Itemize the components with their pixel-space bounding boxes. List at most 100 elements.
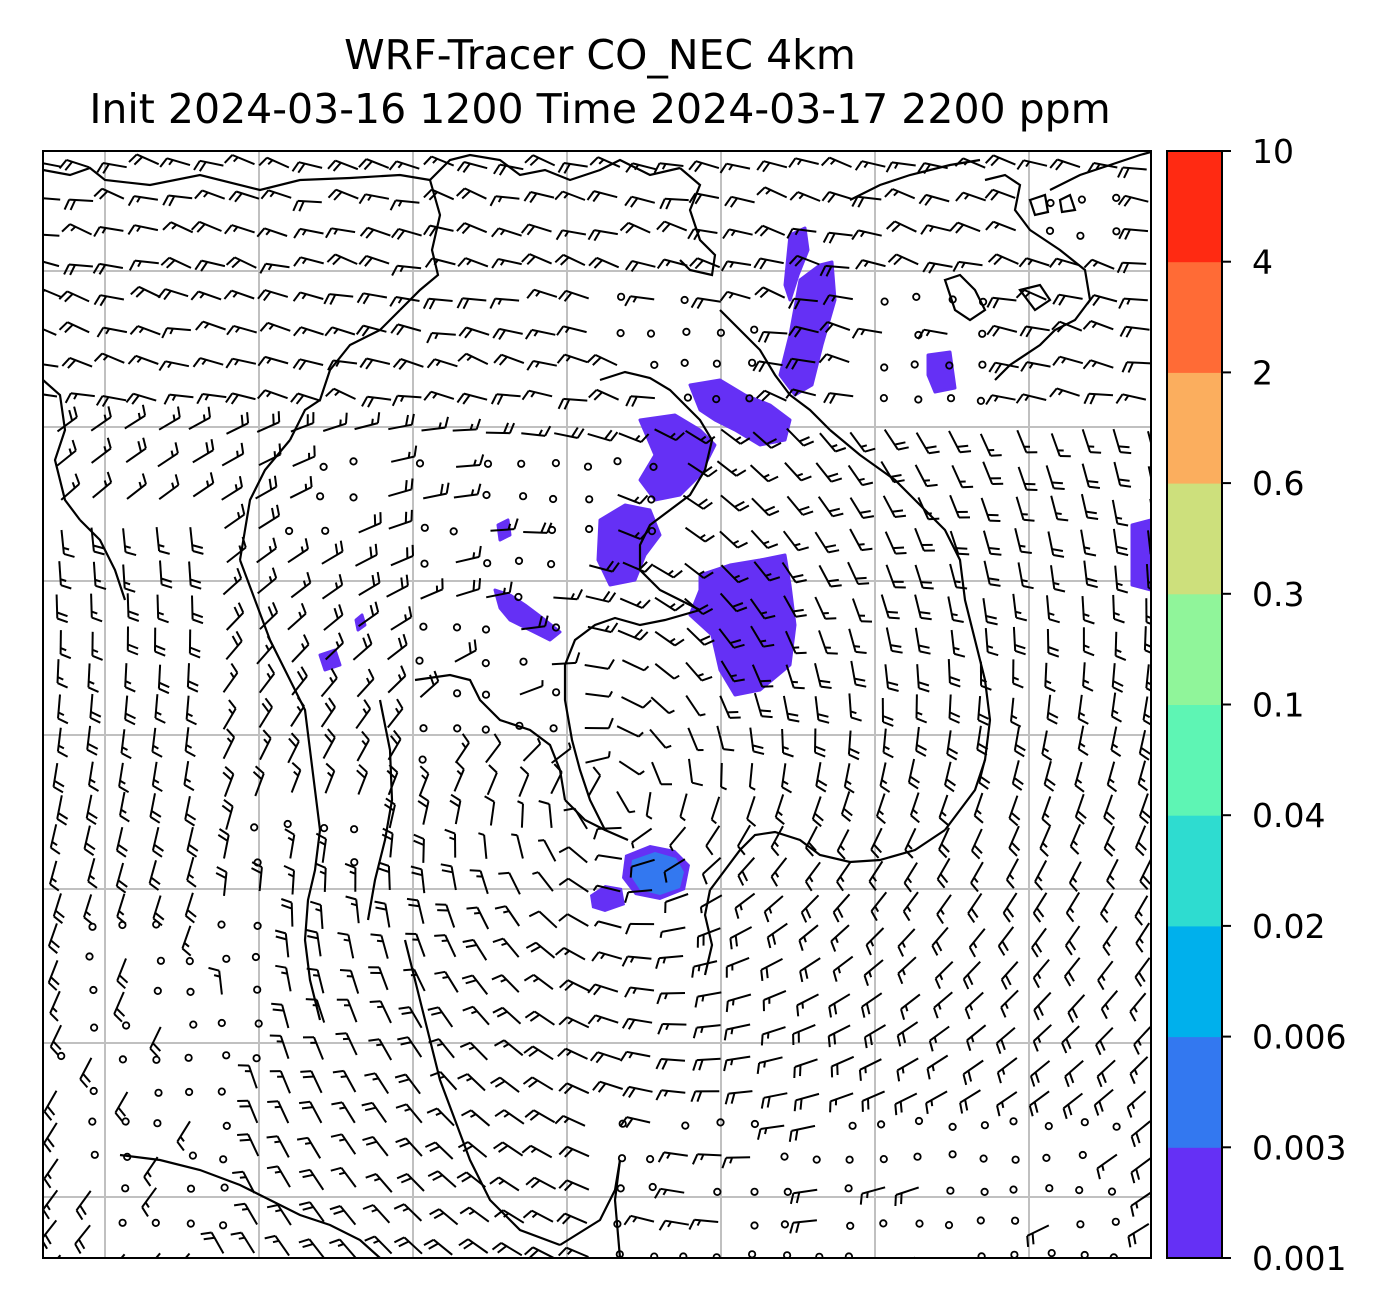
barb-shaft bbox=[753, 692, 763, 717]
barb-flag bbox=[964, 1008, 971, 1020]
barb-shaft bbox=[471, 974, 489, 996]
barb-flag bbox=[861, 547, 873, 552]
barb-flag bbox=[782, 746, 789, 750]
barb-shaft bbox=[891, 161, 916, 167]
calm-wind-circle bbox=[88, 922, 97, 931]
barb-flag bbox=[88, 680, 95, 685]
barb-shaft bbox=[444, 934, 457, 958]
wind-barb bbox=[719, 162, 751, 174]
calm-wind-circle bbox=[783, 1187, 792, 1197]
barb-shaft bbox=[223, 773, 235, 797]
barb-flag bbox=[68, 409, 74, 421]
barb-shaft bbox=[884, 664, 889, 689]
barb-flag bbox=[508, 422, 516, 434]
barb-flag bbox=[395, 707, 400, 714]
wind-barb bbox=[624, 195, 656, 208]
barb-flag bbox=[792, 608, 804, 613]
barb-flag bbox=[1117, 551, 1129, 557]
barb-flag bbox=[818, 353, 828, 364]
calm-wind-circle bbox=[118, 1218, 127, 1227]
barb-flag bbox=[1083, 679, 1090, 684]
barb-shaft bbox=[371, 1102, 388, 1123]
coastline-segment bbox=[43, 379, 81, 521]
barb-flag bbox=[186, 718, 197, 726]
barb-flag bbox=[954, 580, 961, 584]
barb-shaft bbox=[662, 1023, 687, 1026]
barb-shaft bbox=[535, 941, 556, 959]
calm-wind-circle bbox=[750, 325, 759, 334]
barb-flag bbox=[597, 1082, 607, 1093]
barb-shaft bbox=[598, 951, 623, 960]
barb-flag bbox=[1045, 777, 1056, 787]
barb-flag bbox=[788, 326, 797, 337]
barb-shaft bbox=[464, 187, 487, 200]
barb-flag bbox=[337, 1243, 345, 1247]
barb-shaft bbox=[1130, 1120, 1151, 1138]
barb-shaft bbox=[464, 222, 488, 234]
wind-barb bbox=[188, 561, 202, 590]
barb-shaft bbox=[1145, 564, 1150, 589]
barb-shaft bbox=[1134, 825, 1147, 849]
barb-flag bbox=[196, 393, 204, 405]
wind-barb bbox=[225, 392, 256, 405]
barb-shaft bbox=[453, 768, 465, 792]
wind-barb bbox=[799, 957, 821, 983]
barb-flag bbox=[871, 875, 878, 882]
barb-flag bbox=[822, 232, 830, 243]
barb-shaft bbox=[1059, 355, 1084, 365]
barb-flag bbox=[1029, 1075, 1036, 1087]
barb-shaft bbox=[340, 1167, 357, 1188]
barb-flag bbox=[908, 781, 919, 790]
barb-shaft bbox=[499, 1076, 520, 1093]
barb-flag bbox=[395, 1103, 407, 1109]
wind-barb bbox=[60, 529, 75, 558]
barb-shaft bbox=[858, 229, 882, 237]
barb-flag bbox=[298, 200, 305, 212]
barb-flag bbox=[919, 611, 931, 615]
barb-flag bbox=[272, 1008, 284, 1012]
barb-shaft bbox=[516, 834, 524, 859]
wind-barb bbox=[186, 856, 197, 888]
barb-shaft bbox=[992, 220, 1017, 232]
barb-flag bbox=[794, 390, 800, 397]
barb-shaft bbox=[134, 224, 159, 232]
barb-flag bbox=[1108, 874, 1115, 881]
barb-flag bbox=[884, 188, 894, 198]
barb-shaft bbox=[654, 428, 677, 441]
barb-flag bbox=[734, 907, 740, 919]
colorbar-tick-label: 0.02 bbox=[1252, 907, 1325, 946]
barb-flag bbox=[450, 793, 461, 802]
barb-flag bbox=[563, 292, 573, 302]
wind-barb bbox=[358, 601, 380, 628]
barb-shaft bbox=[284, 933, 290, 958]
barb-shaft bbox=[465, 1171, 487, 1188]
barb-flag bbox=[478, 832, 485, 836]
barb-flag bbox=[268, 545, 273, 553]
barb-flag bbox=[266, 358, 272, 364]
barb-flag bbox=[673, 674, 680, 680]
calm-wind-circle bbox=[89, 985, 98, 995]
wind-barb bbox=[684, 597, 714, 615]
barb-flag bbox=[1146, 681, 1151, 686]
barb-shaft bbox=[1033, 991, 1052, 1011]
barb-flag bbox=[1012, 782, 1023, 791]
barb-flag bbox=[373, 1239, 380, 1244]
barb-flag bbox=[666, 1152, 671, 1159]
barb-flag bbox=[1014, 749, 1025, 758]
barb-flag bbox=[773, 841, 779, 848]
barb-flag bbox=[85, 910, 92, 917]
barb-shaft bbox=[422, 800, 430, 825]
wind-barb bbox=[428, 1038, 455, 1059]
wind-barb bbox=[521, 425, 552, 437]
barb-flag bbox=[812, 818, 822, 828]
barb-flag bbox=[1124, 395, 1130, 402]
calm-wind-circle bbox=[1044, 1122, 1053, 1131]
barb-flag bbox=[830, 940, 837, 952]
barb-flag bbox=[408, 606, 413, 618]
barb-shaft bbox=[520, 803, 524, 828]
barb-flag bbox=[35, 261, 42, 270]
wind-barb bbox=[1032, 1024, 1052, 1052]
wind-barb bbox=[429, 1208, 459, 1226]
wind-barb bbox=[47, 923, 60, 954]
barb-shaft bbox=[762, 1026, 786, 1036]
